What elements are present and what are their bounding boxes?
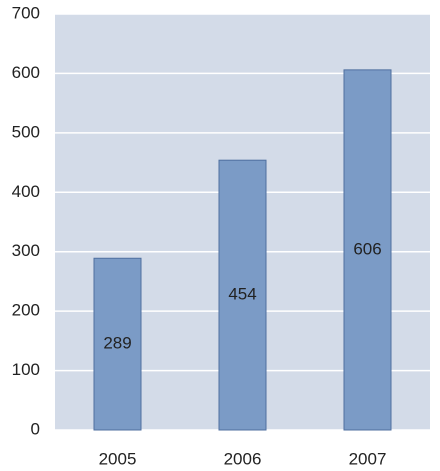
y-tick-label: 700	[12, 3, 40, 22]
y-tick-label: 0	[31, 419, 40, 438]
bar	[93, 257, 142, 431]
y-tick-label: 200	[12, 301, 40, 320]
y-tick-label: 300	[12, 241, 40, 260]
data-label: 289	[103, 334, 131, 353]
x-tick-label: 2006	[224, 449, 262, 468]
bar	[218, 159, 267, 431]
y-tick-label: 400	[12, 182, 40, 201]
y-tick-label: 500	[12, 122, 40, 141]
x-tick-label: 2005	[99, 449, 137, 468]
y-tick-label: 100	[12, 360, 40, 379]
bar	[343, 69, 392, 431]
data-label: 454	[228, 285, 256, 304]
x-tick-label: 2007	[349, 449, 387, 468]
data-label: 606	[353, 239, 381, 258]
y-tick-label: 600	[12, 63, 40, 82]
